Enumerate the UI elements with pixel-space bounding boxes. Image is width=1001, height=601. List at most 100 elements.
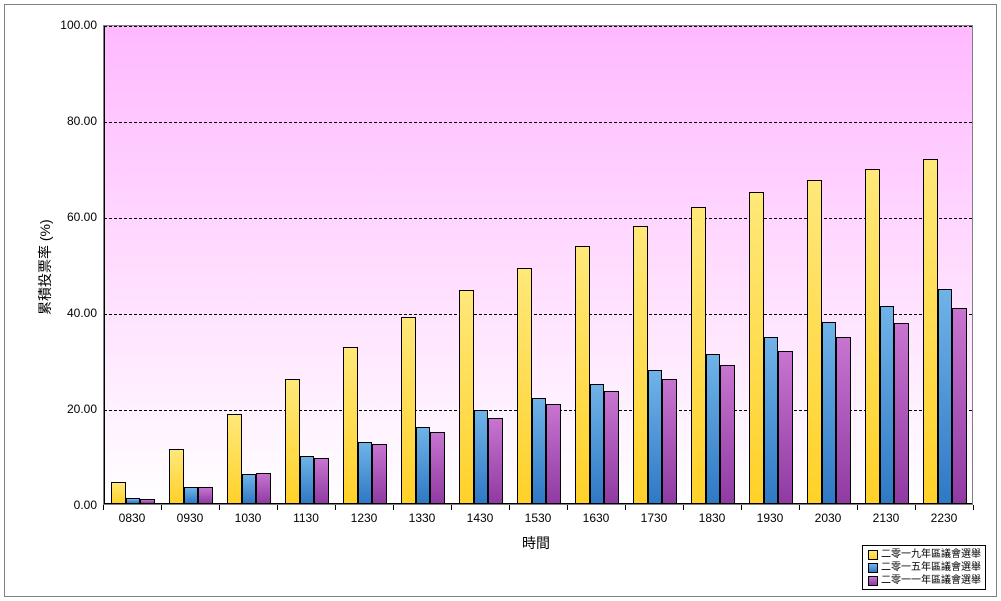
chart-container: 累積投票率 (%) 時間 二零一九年區議會選舉二零一五年區議會選舉二零一一年區議… — [4, 4, 997, 597]
bar — [778, 351, 793, 504]
legend-label: 二零一五年區議會選舉 — [881, 561, 981, 574]
x-tick-label: 0930 — [177, 511, 204, 525]
x-tick-label: 1230 — [351, 511, 378, 525]
legend-item: 二零一九年區議會選舉 — [867, 548, 981, 561]
bar — [140, 499, 155, 504]
x-tick-mark — [741, 505, 742, 510]
x-tick-mark — [857, 505, 858, 510]
bar — [416, 427, 431, 504]
x-tick-mark — [567, 505, 568, 510]
x-tick-label: 2130 — [873, 511, 900, 525]
legend-swatch — [868, 576, 878, 586]
x-tick-mark — [335, 505, 336, 510]
bar — [575, 246, 590, 504]
gridline — [104, 122, 972, 123]
bar — [807, 180, 822, 504]
legend-swatch — [868, 550, 878, 560]
y-tick-label: 40.00 — [5, 306, 97, 320]
x-tick-label: 1330 — [409, 511, 436, 525]
bar — [923, 159, 938, 504]
x-tick-label: 2230 — [931, 511, 958, 525]
bar — [517, 268, 532, 504]
y-tick-label: 60.00 — [5, 210, 97, 224]
bar — [343, 347, 358, 504]
x-tick-mark — [277, 505, 278, 510]
bar — [111, 482, 126, 504]
bar — [430, 432, 445, 504]
x-tick-label: 1930 — [757, 511, 784, 525]
bar — [314, 458, 329, 504]
x-tick-label: 1830 — [699, 511, 726, 525]
legend-label: 二零一九年區議會選舉 — [881, 548, 981, 561]
y-tick-label: 0.00 — [5, 498, 97, 512]
legend-item: 二零一五年區議會選舉 — [867, 561, 981, 574]
bar — [401, 317, 416, 504]
y-axis-line — [104, 26, 105, 504]
gridline — [104, 26, 972, 27]
bar — [227, 414, 242, 504]
x-tick-mark — [393, 505, 394, 510]
x-tick-mark — [219, 505, 220, 510]
bar — [880, 306, 895, 504]
bar — [372, 444, 387, 504]
bar — [706, 354, 721, 504]
bar — [169, 449, 184, 504]
plot-area — [103, 25, 973, 505]
bar — [532, 398, 547, 504]
gridline — [104, 218, 972, 219]
x-tick-mark — [799, 505, 800, 510]
y-tick-label: 100.00 — [5, 18, 97, 32]
bar — [488, 418, 503, 504]
x-tick-mark — [103, 505, 104, 510]
y-tick-label: 20.00 — [5, 402, 97, 416]
gridline — [104, 314, 972, 315]
bar — [546, 404, 561, 504]
bar — [865, 169, 880, 504]
bar — [691, 207, 706, 504]
bar — [662, 379, 677, 504]
bar — [894, 323, 909, 504]
bar — [648, 370, 663, 504]
legend-item: 二零一一年區議會選舉 — [867, 574, 981, 587]
x-axis-title: 時間 — [522, 533, 550, 553]
x-tick-label: 1730 — [641, 511, 668, 525]
x-tick-label: 0830 — [119, 511, 146, 525]
x-tick-mark — [625, 505, 626, 510]
x-tick-label: 2030 — [815, 511, 842, 525]
bar — [242, 474, 257, 504]
x-tick-mark — [451, 505, 452, 510]
x-tick-mark — [973, 505, 974, 510]
legend-swatch — [868, 563, 878, 573]
x-tick-mark — [683, 505, 684, 510]
bar — [198, 487, 213, 504]
y-tick-label: 80.00 — [5, 114, 97, 128]
x-tick-label: 1430 — [467, 511, 494, 525]
bar — [633, 226, 648, 504]
bar — [590, 384, 605, 504]
x-tick-mark — [161, 505, 162, 510]
x-tick-mark — [509, 505, 510, 510]
bar — [459, 290, 474, 504]
bar — [764, 337, 779, 504]
bar — [822, 322, 837, 504]
bar — [184, 487, 199, 504]
bar — [285, 379, 300, 504]
bar — [952, 308, 967, 504]
bar — [126, 498, 141, 504]
bar — [256, 473, 271, 504]
bar — [720, 365, 735, 504]
y-axis-title: 累積投票率 (%) — [35, 219, 55, 315]
x-tick-label: 1630 — [583, 511, 610, 525]
x-tick-label: 1530 — [525, 511, 552, 525]
bar — [836, 337, 851, 504]
bar — [604, 391, 619, 504]
x-tick-label: 1030 — [235, 511, 262, 525]
bar — [938, 289, 953, 504]
legend: 二零一九年區議會選舉二零一五年區議會選舉二零一一年區議會選舉 — [862, 545, 986, 590]
bar — [749, 192, 764, 504]
legend-label: 二零一一年區議會選舉 — [881, 574, 981, 587]
bar — [300, 456, 315, 504]
x-tick-mark — [915, 505, 916, 510]
bar — [474, 410, 489, 504]
x-tick-label: 1130 — [293, 511, 319, 525]
